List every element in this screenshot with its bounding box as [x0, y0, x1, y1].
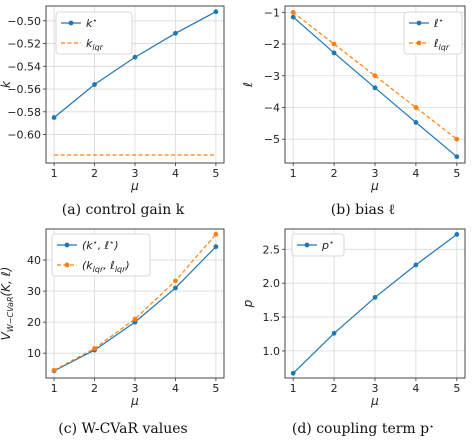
x-tick-label: 2: [91, 382, 98, 395]
panel-control-gain: 1 2 3 4 5 −0.60 −0.58 −0.56 −0.54 −0.52 −0.50 μ k k⋆​…: [0, 6, 224, 218]
legend-swatch-marker: [69, 21, 74, 26]
legend-swatch-marker: [305, 243, 310, 248]
x-tick-label: 4: [172, 167, 179, 180]
data-point: [291, 15, 296, 20]
y-tick-label: 40: [27, 254, 41, 267]
y-tick-label: 30: [27, 285, 41, 298]
data-point: [133, 317, 138, 322]
data-point: [291, 10, 296, 15]
data-point: [414, 105, 419, 110]
subfigure-caption: (b) bias ℓ: [331, 202, 396, 218]
x-axis-label: μ: [130, 179, 139, 193]
y-tick-label: 2.5: [263, 243, 281, 256]
data-point: [173, 278, 178, 283]
legend: (k⋆​, ℓ⋆​) (klqr​, ℓlqr​): [52, 234, 150, 276]
subfigure-caption: (a) control gain k: [62, 202, 185, 218]
x-tick-label: 4: [412, 167, 419, 180]
data-point: [173, 286, 178, 291]
data-point: [332, 42, 337, 47]
y-tick-label: −2: [264, 38, 280, 51]
x-axis-label: μ: [370, 179, 379, 193]
data-point: [214, 244, 219, 249]
data-point: [173, 31, 178, 36]
y-axis-label: VW−CVaR​(K, ℓ): [0, 267, 15, 341]
y-axis-label: p: [241, 299, 255, 308]
x-tick-label: 1: [290, 382, 297, 395]
y-tick-label: 10: [27, 347, 41, 360]
data-point: [214, 9, 219, 14]
x-tick-label: 1: [51, 382, 58, 395]
data-point: [92, 346, 97, 351]
y-tick-label: −0.52: [7, 38, 41, 51]
x-tick-label: 5: [453, 382, 460, 395]
y-tick-label: 1.5: [263, 311, 281, 324]
legend: k⋆​ klqr​: [56, 12, 132, 54]
panel-bias: 1 2 3 4 5 −5 −4 −3 −2 −1 μ ℓ ℓ⋆​ ℓlqr​ (b) bias ℓ: [241, 6, 465, 218]
x-tick-label: 1: [290, 167, 297, 180]
x-axis-label: μ: [370, 394, 379, 408]
y-tick-label: 1.0: [263, 345, 281, 358]
y-tick-label: −0.58: [7, 106, 41, 119]
y-tick-label: 20: [27, 316, 41, 329]
data-point: [454, 137, 459, 142]
data-point: [133, 55, 138, 60]
data-point: [332, 331, 337, 336]
data-point: [454, 232, 459, 237]
y-tick-label: 2.0: [263, 277, 281, 290]
data-point: [332, 51, 337, 56]
x-tick-label: 2: [331, 167, 338, 180]
x-tick-label: 5: [212, 382, 219, 395]
subfigure-caption: (c) W-CVaR values: [58, 421, 187, 437]
x-tick-label: 5: [453, 167, 460, 180]
panel-coupling-term: 123451.01.52.02.5μpp⋆​(d) coupling term …: [241, 229, 465, 437]
legend-swatch-marker: [65, 263, 70, 268]
data-point: [291, 371, 296, 376]
data-point: [52, 368, 57, 373]
x-tick-label: 4: [172, 382, 179, 395]
data-point: [214, 232, 219, 237]
subfigure-caption: (d) coupling term p⋆​: [292, 421, 434, 437]
x-tick-label: 1: [51, 167, 58, 180]
legend-swatch-marker: [417, 41, 422, 46]
y-tick-label: −4: [264, 101, 280, 114]
x-tick-label: 4: [412, 382, 419, 395]
y-tick-label: −3: [264, 70, 280, 83]
y-tick-label: −0.54: [7, 60, 41, 73]
data-point: [414, 262, 419, 267]
data-point: [52, 115, 57, 120]
y-axis-label: k: [0, 80, 13, 88]
legend: ℓ⋆​ ℓlqr​: [404, 12, 462, 54]
legend-swatch-marker: [65, 243, 70, 248]
legend-swatch-marker: [417, 21, 422, 26]
y-tick-label: −5: [264, 133, 280, 146]
legend-box: [404, 12, 462, 54]
data-point: [414, 120, 419, 125]
x-tick-label: 2: [331, 382, 338, 395]
legend: p⋆​: [292, 234, 344, 256]
data-point: [373, 85, 378, 90]
y-tick-label: −0.60: [7, 129, 41, 142]
data-point: [92, 82, 97, 87]
y-tick-label: −0.50: [7, 15, 41, 28]
y-tick-label: −1: [264, 6, 280, 19]
data-point: [373, 73, 378, 78]
y-axis-label: ℓ: [241, 82, 255, 88]
x-axis-label: μ: [130, 394, 139, 408]
data-point: [454, 154, 459, 159]
x-tick-label: 5: [212, 167, 219, 180]
data-point: [373, 295, 378, 300]
x-tick-label: 2: [91, 167, 98, 180]
